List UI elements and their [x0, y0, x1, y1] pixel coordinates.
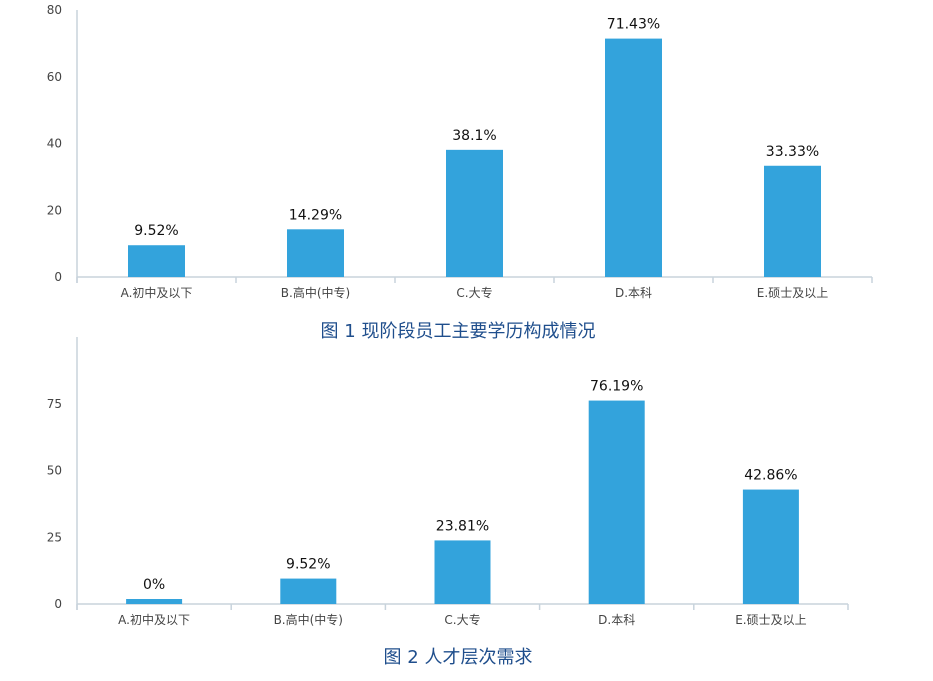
- bar: [280, 578, 337, 604]
- bar: [287, 229, 344, 277]
- bar: [588, 400, 645, 604]
- bar: [764, 165, 821, 277]
- data-label: 71.43%: [607, 17, 660, 33]
- y-tick-label: 25: [47, 530, 62, 544]
- bar: [126, 599, 183, 604]
- chart-1-caption: 图 1 现阶段员工主要学历构成情况: [321, 321, 596, 342]
- chart-2-caption: 图 2 人才层次需求: [384, 647, 533, 668]
- x-tick-label: B.高中(中专): [281, 285, 350, 300]
- x-tick-label: E.硕士及以上: [735, 613, 806, 627]
- data-label: 38.1%: [452, 128, 496, 144]
- data-label: 9.52%: [286, 557, 330, 573]
- data-label: 23.81%: [436, 518, 489, 534]
- x-tick-label: D.本科: [598, 613, 635, 627]
- y-tick-label: 0: [54, 270, 62, 284]
- x-tick-label: E.硕士及以上: [757, 286, 828, 300]
- x-tick-label: D.本科: [615, 286, 652, 300]
- bar: [742, 489, 799, 604]
- bar: [128, 245, 185, 277]
- y-tick-label: 50: [47, 464, 62, 478]
- bar: [446, 149, 503, 277]
- chart-education-composition: 0 20 40 60 80 9.52% A.初中及以下 14.29% B.高中(中专) 38.1%…: [47, 3, 873, 300]
- x-tick-label: B.高中(中专): [274, 612, 343, 627]
- y-tick-label: 40: [47, 137, 62, 151]
- y-tick-label: 20: [47, 203, 62, 217]
- data-label: 9.52%: [134, 223, 178, 239]
- data-label: 0%: [143, 577, 165, 593]
- y-tick-label: 0: [54, 597, 62, 611]
- data-label: 42.86%: [744, 468, 797, 484]
- chart-talent-demand: 0 25 50 75 0% A.初中及以下 9.52% B.高中(中专) 23.81% C.大专 7…: [47, 337, 849, 627]
- y-tick-label: 80: [47, 3, 62, 17]
- y-tick-label: 60: [47, 70, 62, 84]
- bar: [605, 38, 662, 278]
- x-tick-label: A.初中及以下: [118, 612, 190, 627]
- bar: [434, 540, 491, 604]
- data-label: 33.33%: [766, 144, 819, 160]
- y-tick-label: 75: [47, 397, 62, 411]
- data-label: 14.29%: [289, 207, 342, 223]
- data-label: 76.19%: [590, 379, 643, 395]
- x-tick-label: C.大专: [444, 612, 480, 627]
- x-tick-label: C.大专: [456, 285, 492, 300]
- x-tick-label: A.初中及以下: [121, 285, 193, 300]
